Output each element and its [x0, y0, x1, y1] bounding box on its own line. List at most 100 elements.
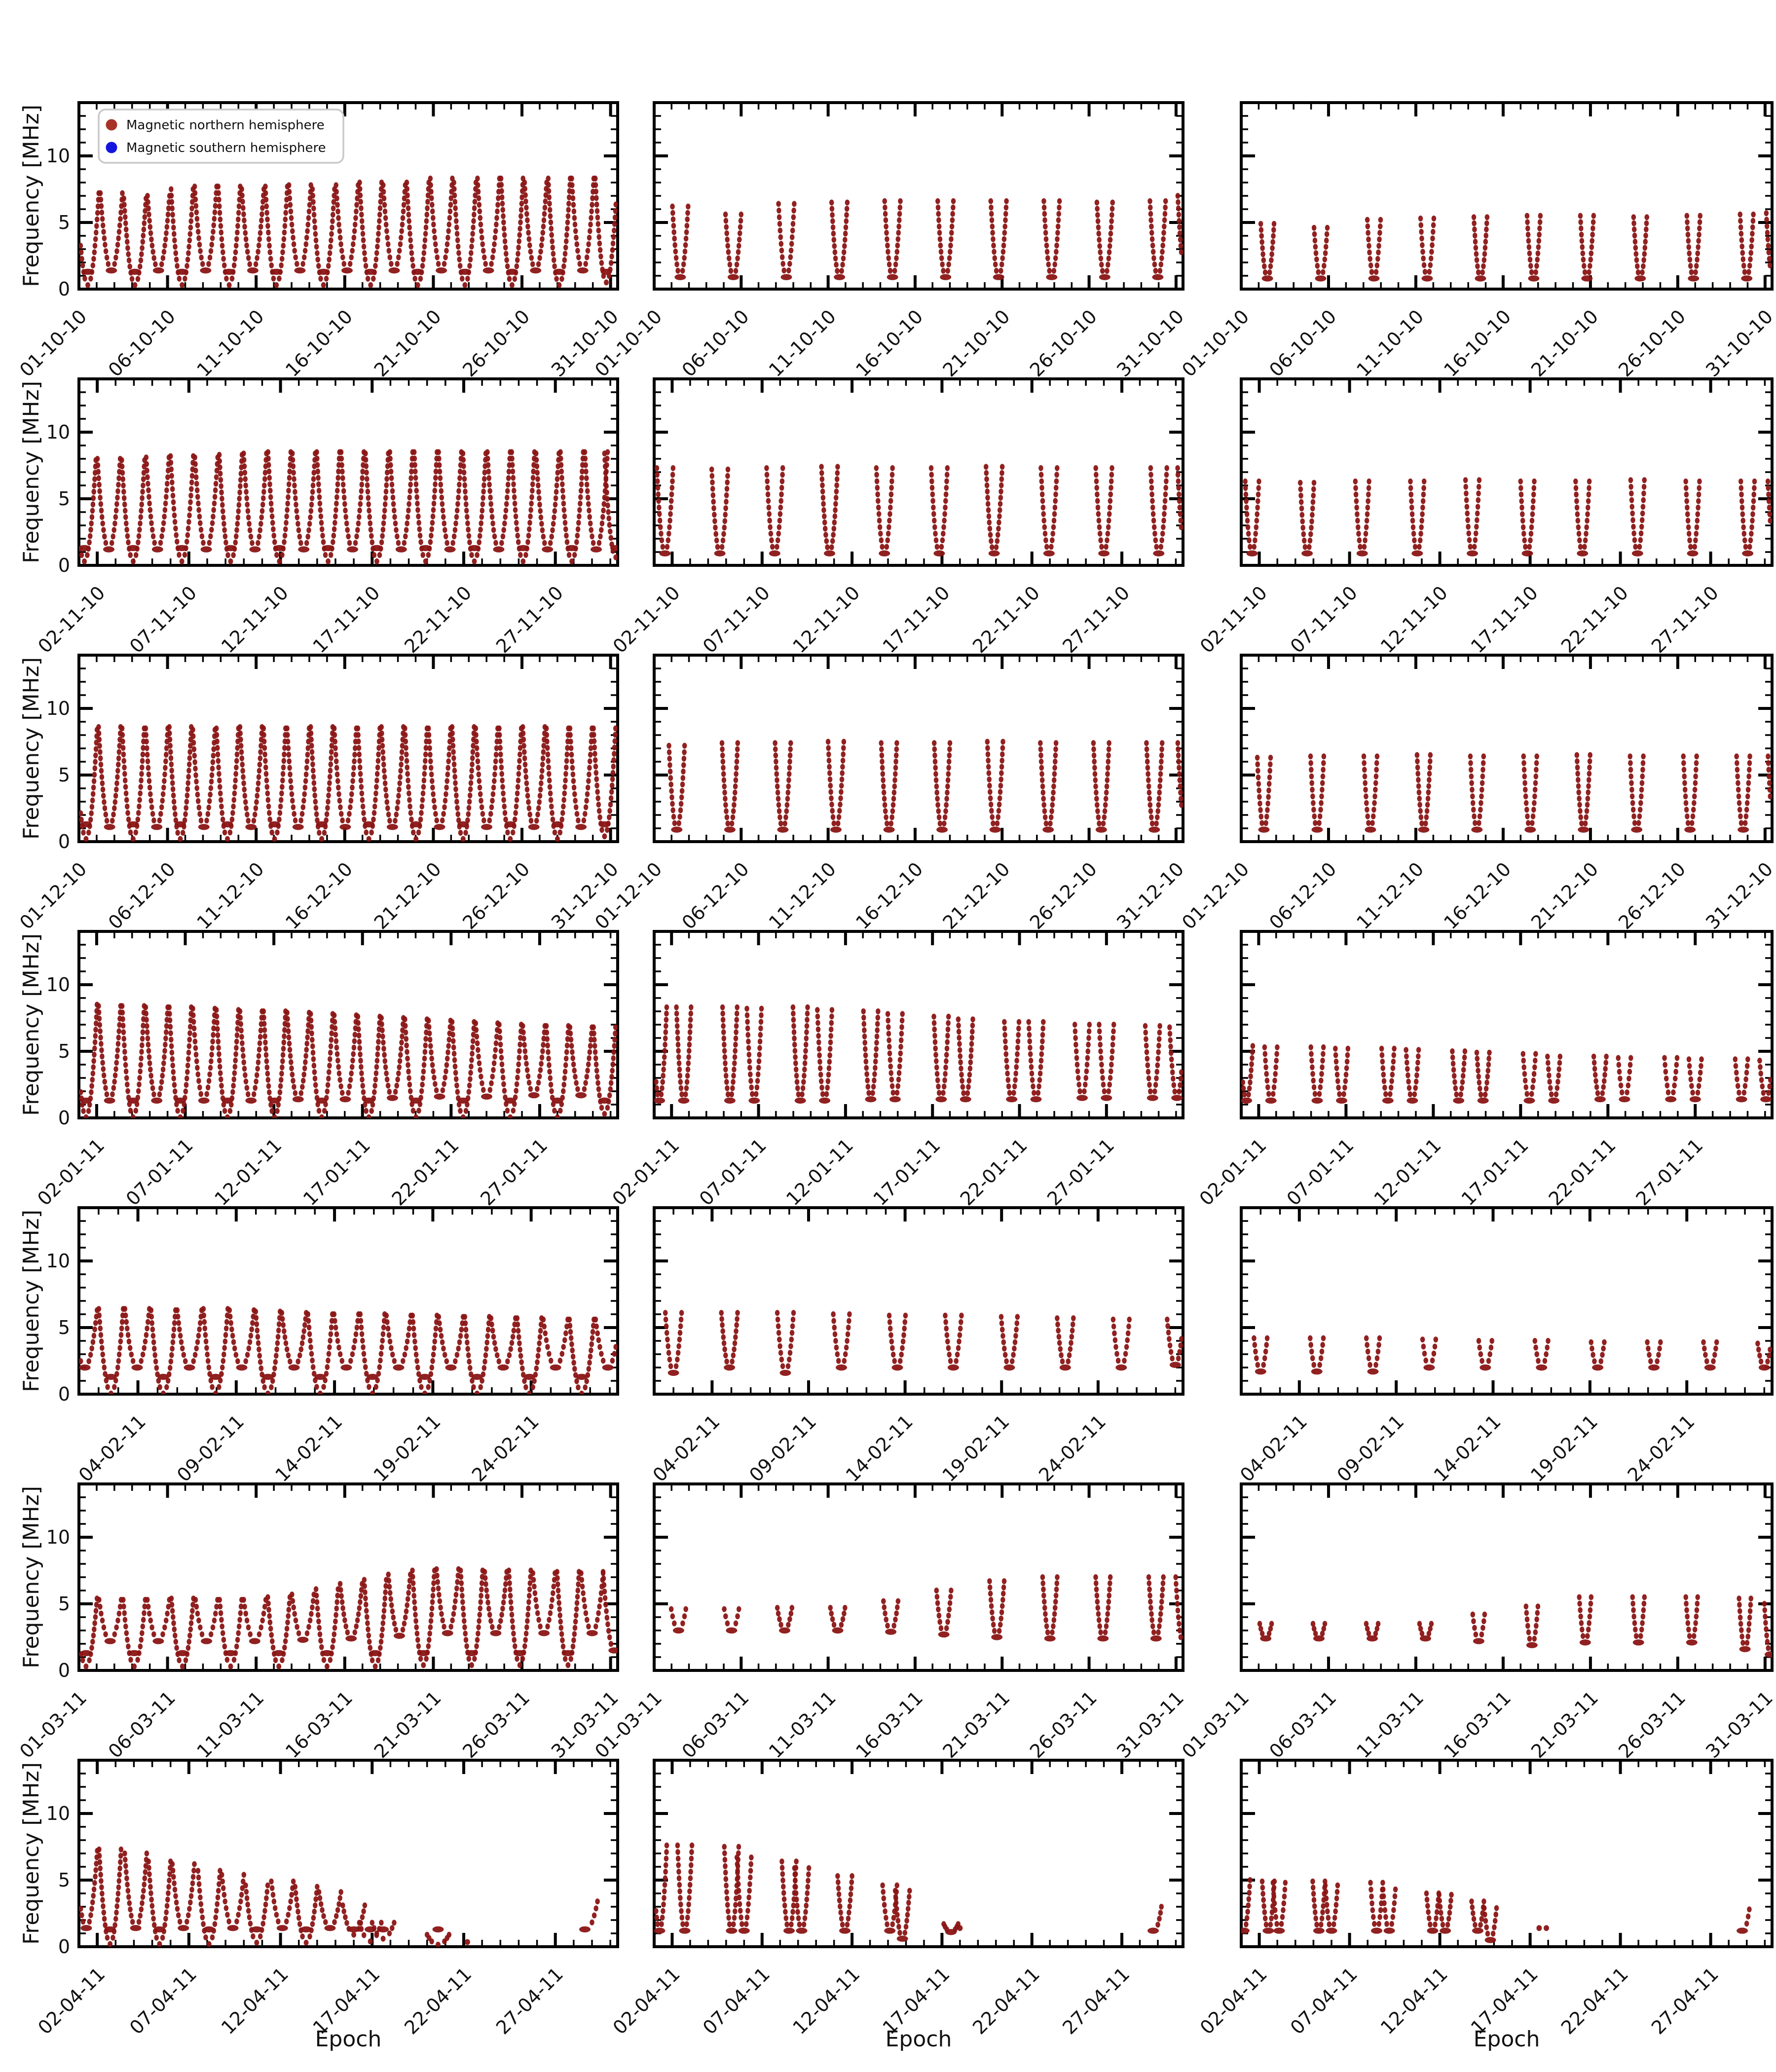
- x-tick-label: 16-10-10: [1440, 305, 1515, 381]
- x-tick-label: 31-03-11: [1702, 1687, 1776, 1762]
- subplot-april-2011-col3: 02-04-11 07-04-11 12-04-11 17-04-11 22-04-11…: [1196, 1759, 1774, 2052]
- series-magnetic-northern-hemisphere: [1255, 752, 1772, 833]
- series-magnetic-northern-hemisphere: [79, 1001, 618, 1118]
- legend: Magnetic northern hemisphere Magnetic sou…: [98, 109, 344, 164]
- x-tick-label: 22-11-10: [1557, 582, 1632, 657]
- x-tick-label: 27-01-11: [1043, 1134, 1118, 1210]
- x-tick-label: 06-10-10: [678, 305, 753, 381]
- series-magnetic-northern-hemisphere: [1252, 1335, 1772, 1375]
- x-tick-label: 07-04-11: [1286, 1963, 1362, 2038]
- subplot-february-2011-col3: 04-02-11 09-02-11 14-02-11 19-02-11 24-02-11: [1236, 1206, 1774, 1486]
- y-tick-label: 10: [46, 145, 70, 167]
- y-tick-label: 0: [58, 278, 70, 300]
- x-tick-label: 27-04-11: [492, 1963, 567, 2038]
- y-tick-label: 0: [58, 1660, 70, 1681]
- x-tick-label: 11-03-11: [192, 1687, 268, 1762]
- legend-label-southern: Magnetic southern hemisphere: [126, 141, 326, 155]
- x-tick-label: 24-02-11: [468, 1410, 543, 1486]
- series-magnetic-northern-hemisphere: [79, 449, 618, 564]
- series-magnetic-northern-hemisphere: [670, 193, 1183, 280]
- x-tick-label: 26-03-11: [458, 1687, 534, 1762]
- x-tick-label: 14-02-11: [1430, 1410, 1505, 1486]
- x-tick-label: 06-10-10: [1265, 305, 1340, 381]
- x-tick-label: 16-03-11: [851, 1687, 927, 1762]
- x-tick-label: 06-03-11: [104, 1687, 180, 1762]
- x-tick-label: 22-04-11: [968, 1963, 1044, 2038]
- x-tick-label: 26-10-10: [1026, 305, 1101, 381]
- x-tick-label: 21-12-10: [1527, 858, 1602, 933]
- x-tick-label: 26-03-11: [1614, 1687, 1690, 1762]
- y-tick-label: 5: [58, 488, 70, 510]
- x-tick-label: 31-10-10: [1702, 305, 1776, 381]
- tick-marks: [78, 1760, 618, 1948]
- x-tick-label: 07-04-11: [699, 1963, 774, 2038]
- x-tick-label: 07-04-11: [125, 1963, 201, 2038]
- series-magnetic-northern-hemisphere: [79, 175, 618, 288]
- x-tick-label: 16-10-10: [281, 305, 357, 381]
- y-axis-label: Frequency [MHz]: [19, 933, 44, 1116]
- y-tick-label: 5: [58, 1869, 70, 1891]
- x-tick-label: 06-12-10: [678, 858, 753, 933]
- x-tick-label: 01-10-10: [15, 305, 91, 381]
- x-tick-label: 17-01-11: [869, 1134, 944, 1210]
- legend-box: [98, 109, 344, 164]
- tick-marks: [653, 103, 1183, 291]
- x-tick-label: 31-12-10: [1702, 858, 1776, 933]
- x-tick-label: 27-11-10: [492, 582, 567, 657]
- x-tick-label: 24-02-11: [1623, 1410, 1699, 1486]
- x-tick-label: 02-11-10: [1196, 582, 1271, 657]
- x-axis-label-epoch: Epoch: [886, 2027, 952, 2052]
- x-tick-label: 02-11-10: [34, 582, 109, 657]
- x-tick-label: 07-01-11: [695, 1134, 771, 1210]
- x-tick-label: 07-01-11: [122, 1134, 197, 1210]
- x-tick-label: 26-12-10: [458, 858, 534, 933]
- x-tick-label: 02-11-10: [609, 582, 684, 657]
- series-magnetic-northern-hemisphere: [1257, 1594, 1772, 1658]
- series-magnetic-northern-hemisphere: [79, 1306, 618, 1394]
- y-tick-label: 0: [58, 555, 70, 576]
- x-tick-label: 22-01-11: [1545, 1134, 1620, 1210]
- x-tick-label: 31-10-10: [1112, 305, 1188, 381]
- subplot-december-2010-col2: 01-12-10 06-12-10 11-12-10 16-12-10 21-12-10…: [591, 654, 1188, 933]
- x-tick-label: 01-10-10: [1178, 305, 1253, 381]
- y-axis-label: Frequency [MHz]: [19, 1486, 44, 1668]
- x-tick-label: 19-02-11: [938, 1410, 1014, 1486]
- subplot-november-2010-col3: 02-11-10 07-11-10 12-11-10 17-11-10 22-11-10…: [1196, 377, 1774, 657]
- y-axis-label: Frequency [MHz]: [19, 381, 44, 563]
- x-tick-label: 01-03-11: [15, 1687, 91, 1762]
- x-tick-label: 02-04-11: [34, 1963, 109, 2038]
- x-tick-label: 27-04-11: [1647, 1963, 1723, 2038]
- tick-marks: [1240, 379, 1772, 567]
- tick-marks: [653, 379, 1183, 567]
- x-tick-label: 11-03-11: [765, 1687, 840, 1762]
- x-tick-label: 16-12-10: [1440, 858, 1515, 933]
- x-tick-label: 21-10-10: [939, 305, 1014, 381]
- x-tick-label: 17-01-11: [299, 1134, 374, 1210]
- x-tick-label: 07-11-10: [125, 582, 201, 657]
- subplot-february-2011-col2: 04-02-11 09-02-11 14-02-11 19-02-11 24-02-11: [649, 1206, 1184, 1486]
- x-tick-label: 11-12-10: [765, 858, 840, 933]
- x-tick-label: 22-11-10: [968, 582, 1044, 657]
- x-tick-label: 06-03-11: [1265, 1687, 1340, 1762]
- x-tick-label: 27-04-11: [1058, 1963, 1134, 2038]
- x-tick-label: 22-04-11: [1557, 1963, 1632, 2038]
- x-tick-label: 11-12-10: [1352, 858, 1428, 933]
- x-tick-label: 02-01-11: [608, 1134, 684, 1210]
- y-tick-label: 5: [58, 1040, 70, 1062]
- subplot-april-2011-col2: 02-04-11 07-04-11 12-04-11 17-04-11 22-04-11…: [609, 1759, 1184, 2052]
- x-tick-label: 22-01-11: [956, 1134, 1032, 1210]
- y-tick-label: 0: [58, 1107, 70, 1129]
- x-tick-label: 06-12-10: [104, 858, 180, 933]
- subplot-january-2011-col2: 02-01-11 07-01-11 12-01-11 17-01-11 22-01-11…: [608, 930, 1184, 1210]
- x-tick-label: 16-03-11: [281, 1687, 357, 1762]
- x-tick-label: 21-03-11: [1527, 1687, 1602, 1762]
- x-tick-label: 12-01-11: [210, 1134, 286, 1210]
- x-tick-label: 19-02-11: [1526, 1410, 1602, 1486]
- x-tick-label: 12-11-10: [1376, 582, 1452, 657]
- legend-label-northern: Magnetic northern hemisphere: [126, 118, 325, 133]
- x-tick-label: 14-02-11: [271, 1410, 346, 1486]
- x-tick-label: 22-11-10: [400, 582, 476, 657]
